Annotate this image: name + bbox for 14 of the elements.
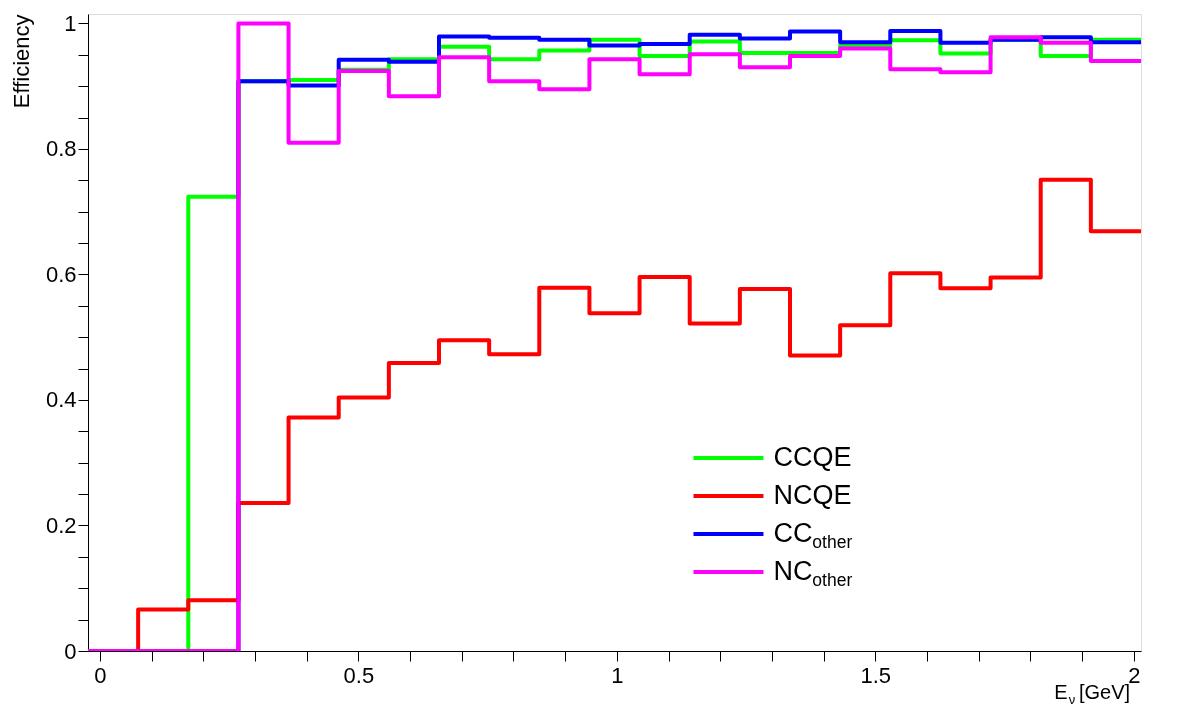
y-tick-label: 0.4 bbox=[45, 387, 77, 413]
x-tick-label: 0 bbox=[94, 662, 107, 688]
y-tick-label: 0.2 bbox=[45, 512, 77, 538]
x-tick-label: 1.5 bbox=[860, 662, 892, 688]
y-tick-label: 0 bbox=[64, 638, 77, 664]
x-tick-label: 1 bbox=[611, 662, 624, 688]
x-tick-label: 2 bbox=[1128, 662, 1141, 688]
legend-label: NCQE bbox=[773, 480, 852, 510]
x-tick-label: 0.5 bbox=[343, 662, 375, 688]
y-tick-label: 0.8 bbox=[45, 136, 77, 162]
legend-label: CCQE bbox=[773, 442, 852, 472]
y-tick-label: 1 bbox=[64, 10, 77, 36]
y-tick-label: 0.6 bbox=[45, 261, 77, 287]
y-axis-title: Efficiency bbox=[8, 14, 34, 109]
